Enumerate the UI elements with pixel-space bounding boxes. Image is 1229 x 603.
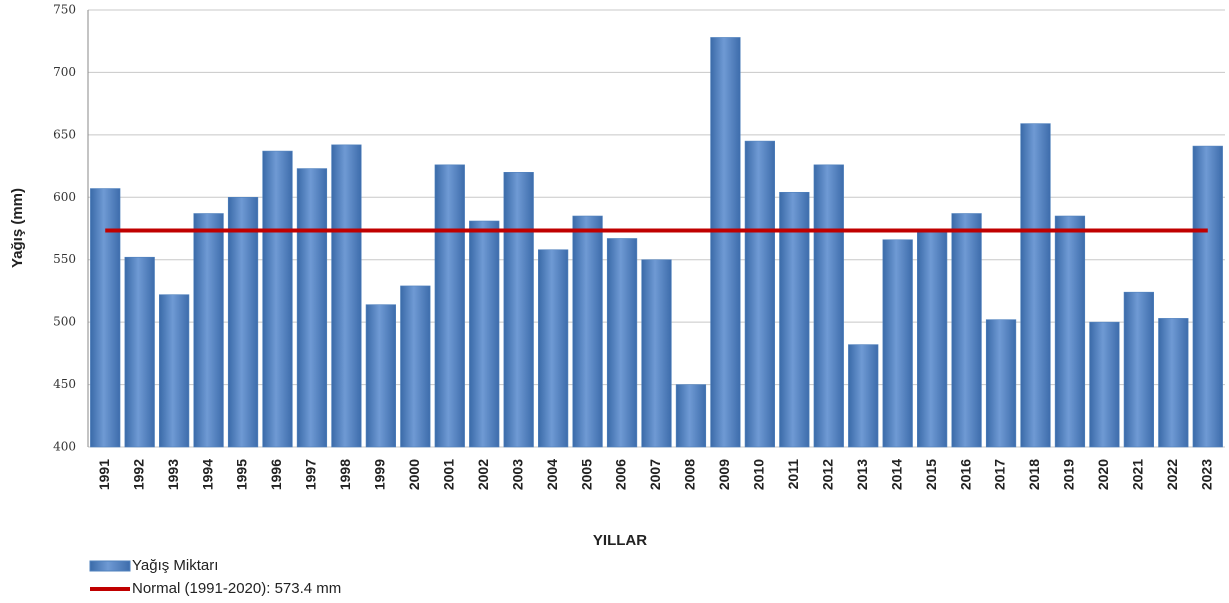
bar (1158, 318, 1189, 448)
bar (744, 140, 775, 448)
x-tick-label: 1998 (337, 459, 353, 490)
x-tick-label: 2015 (923, 459, 939, 490)
bar (193, 213, 224, 448)
x-tick-label: 2004 (544, 459, 560, 490)
bar (1089, 321, 1120, 448)
x-tick-label: 2006 (613, 459, 629, 490)
x-tick-label: 2000 (406, 459, 422, 490)
bar (331, 144, 362, 448)
bar (710, 37, 741, 448)
y-tick-label: 500 (53, 315, 76, 329)
legend-label: Yağış Miktarı (132, 557, 218, 574)
bar (1192, 145, 1223, 448)
x-tick-label: 2003 (509, 459, 525, 490)
bar (572, 215, 603, 448)
x-tick-label: 2023 (1198, 459, 1214, 490)
y-tick-label: 750 (53, 3, 76, 17)
bar (917, 229, 948, 448)
bar (503, 172, 534, 448)
y-tick-label: 600 (53, 190, 76, 204)
bar (813, 164, 844, 448)
x-tick-label: 2011 (785, 459, 801, 490)
bar (951, 213, 982, 448)
bar (538, 249, 569, 448)
bar (90, 188, 121, 448)
x-tick-label: 2009 (716, 459, 732, 490)
bar (606, 238, 638, 448)
x-tick-label: 2017 (992, 459, 1008, 490)
y-tick-label: 700 (53, 65, 76, 79)
x-tick-label: 2014 (888, 459, 904, 490)
x-tick-label: 2012 (819, 459, 835, 490)
bar (1054, 215, 1086, 448)
bar (124, 256, 155, 448)
bar (434, 164, 465, 448)
bar (262, 150, 293, 448)
x-tick-label: 2010 (751, 459, 767, 490)
x-tick-label: 2002 (475, 459, 491, 490)
bar (1123, 291, 1154, 448)
x-tick-label: 2019 (1061, 459, 1077, 490)
bar (469, 220, 500, 448)
x-tick-label: 1996 (268, 459, 284, 490)
bar (400, 285, 431, 448)
bar (296, 168, 328, 448)
bar (365, 304, 396, 448)
y-tick-label: 400 (53, 440, 76, 454)
bar (848, 344, 879, 448)
x-tick-label: 2018 (1026, 459, 1042, 490)
x-tick-label: 2013 (854, 459, 870, 490)
bar (641, 259, 672, 448)
x-tick-label: 1994 (199, 459, 215, 490)
x-tick-label: 1991 (96, 459, 112, 490)
legend-label: Normal (1991-2020): 573.4 mm (132, 580, 341, 597)
x-tick-label: 2008 (682, 459, 698, 490)
bar (227, 196, 259, 448)
legend-swatch (89, 560, 131, 572)
bar (882, 239, 913, 448)
bar (159, 294, 190, 448)
x-tick-label: 2022 (1164, 459, 1180, 490)
x-tick-label: 2005 (578, 459, 594, 490)
x-tick-label: 2001 (440, 459, 456, 490)
x-axis-label: YILLAR (593, 532, 647, 549)
x-tick-label: 1997 (303, 459, 319, 490)
y-tick-label: 650 (53, 127, 76, 141)
x-tick-label: 1993 (165, 459, 181, 490)
y-axis-label: Yağış (mm) (9, 188, 26, 268)
x-tick-label: 2016 (957, 459, 973, 490)
bar (985, 319, 1017, 448)
y-tick-label: 550 (53, 252, 76, 266)
bar (779, 191, 810, 448)
x-tick-label: 2007 (647, 459, 663, 490)
x-tick-label: 2021 (1130, 459, 1146, 490)
bar (1020, 123, 1051, 448)
x-tick-label: 1992 (130, 459, 146, 490)
x-tick-label: 2020 (1095, 459, 1111, 490)
bar (675, 384, 707, 448)
y-tick-label: 450 (53, 377, 76, 391)
x-tick-label: 1995 (234, 459, 250, 490)
x-tick-label: 1999 (372, 459, 388, 490)
